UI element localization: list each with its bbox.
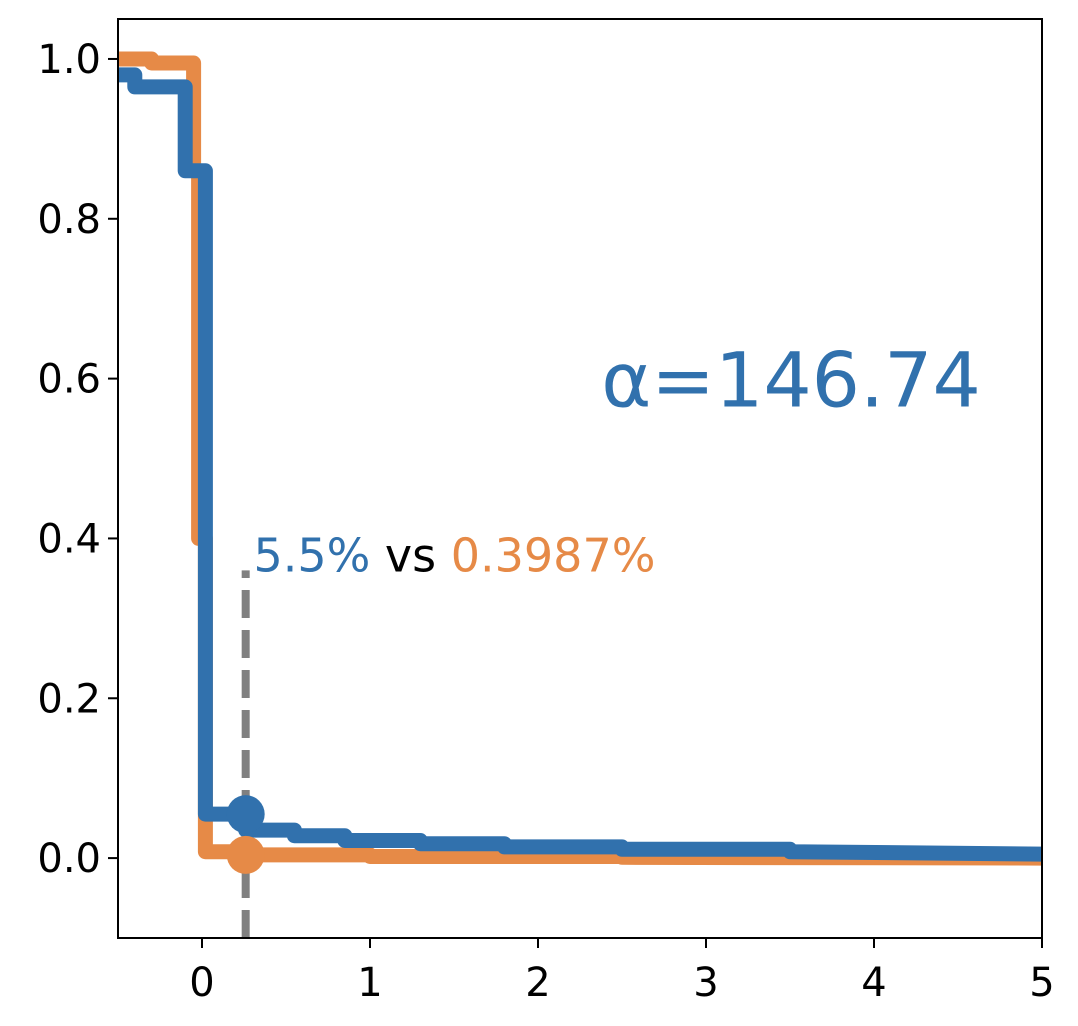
y-tick-label: 0.4 [37, 516, 101, 562]
annotations: α=146.74 5.5% vs 0.3987% [253, 336, 980, 583]
series-marker-1 [226, 835, 265, 874]
x-tick-label: 1 [357, 960, 382, 1006]
series-line-1 [118, 51, 1042, 866]
comparison-part-3: 0.3987% [451, 528, 656, 582]
comparison-annotation: 5.5% vs 0.3987% [253, 528, 655, 582]
y-tick-label: 0.2 [37, 676, 101, 722]
comparison-part-1: 5.5% [253, 528, 370, 582]
axes-frame [117, 18, 1043, 939]
y-tick-label: 0.6 [37, 357, 101, 403]
axis-ticks: 0 1 2 3 4 5 0.0 0.2 0.4 0.6 0.8 1.0 [37, 18, 1055, 1006]
x-tick-label: 4 [861, 960, 886, 1006]
y-tick-label: 0.8 [37, 197, 101, 243]
x-tick-label: 2 [525, 960, 550, 1006]
plot-area [118, 51, 1042, 938]
y-tick-label: 1.0 [37, 37, 101, 83]
y-tick-label: 0.0 [37, 836, 101, 882]
x-tick-label: 3 [693, 960, 718, 1006]
alpha-annotation: α=146.74 [601, 336, 981, 425]
comparison-part-2: vs [370, 528, 450, 582]
series-line-2 [118, 67, 1042, 862]
x-tick-label: 5 [1029, 960, 1054, 1006]
series-marker-2 [226, 795, 265, 834]
x-tick-label: 0 [189, 960, 214, 1006]
